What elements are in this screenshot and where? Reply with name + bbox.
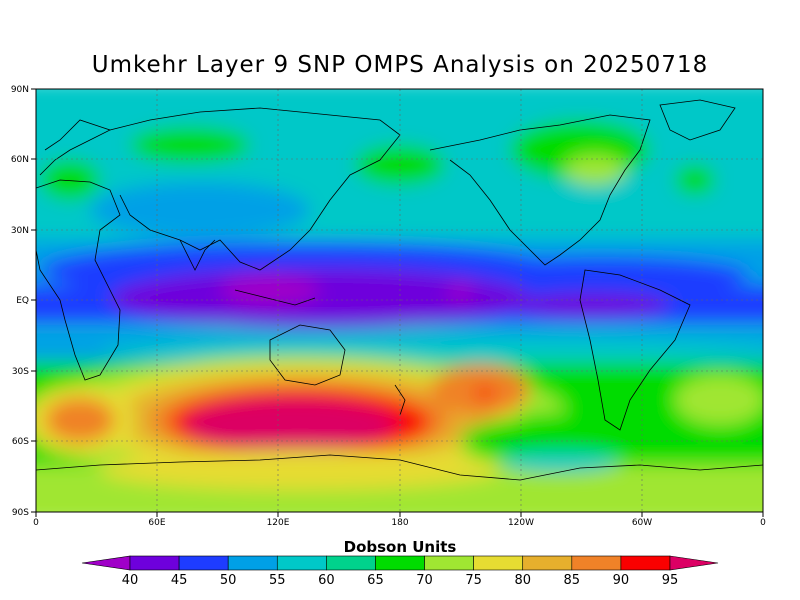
colorbar-label: 75	[465, 573, 482, 588]
x-tick-0: 0	[33, 518, 39, 528]
tick-marks	[31, 88, 764, 517]
colorbar-label: 80	[514, 573, 531, 588]
y-tick-90s: 90S	[12, 508, 29, 518]
x-tick-120w: 120W	[508, 518, 534, 528]
coastlines	[36, 99, 763, 481]
y-tick-90n: 90N	[11, 85, 29, 95]
colorbar-swatch	[227, 555, 278, 571]
x-tick-60w: 60W	[632, 518, 652, 528]
ozone-field	[36, 89, 763, 512]
y-tick-30n: 30N	[11, 226, 29, 236]
colorbar-swatch	[473, 555, 524, 571]
colorbar-swatch	[326, 555, 376, 571]
colorbar-label: 70	[416, 573, 433, 588]
colorbar-label: 40	[122, 573, 139, 588]
x-tick-180: 180	[391, 518, 408, 528]
y-tick-eq: EQ	[16, 296, 29, 306]
colorbar-swatch	[424, 555, 474, 571]
colorbar-swatch	[178, 555, 229, 571]
y-tick-60s: 60S	[12, 437, 29, 447]
colorbar-swatch	[276, 555, 327, 571]
grid-lines	[36, 89, 763, 512]
colorbar-swatch	[571, 555, 622, 571]
colorbar-label: 95	[662, 573, 679, 588]
y-tick-60n: 60N	[11, 155, 29, 165]
colorbar-label: 55	[269, 573, 286, 588]
colorbar-label: 90	[613, 573, 630, 588]
colorbar-title: Dobson Units	[344, 538, 457, 556]
x-tick-120e: 120E	[267, 518, 290, 528]
colorbar-label: 65	[367, 573, 384, 588]
x-tick-60e: 60E	[148, 518, 165, 528]
colorbar-label: 50	[220, 573, 237, 588]
colorbar-swatch	[129, 555, 180, 571]
colorbar-swatch	[375, 555, 425, 571]
colorbar-label: 85	[564, 573, 581, 588]
y-tick-30s: 30S	[12, 367, 29, 377]
colorbar-swatch-high	[669, 555, 719, 571]
chart-title: Umkehr Layer 9 SNP OMPS Analysis on 2025…	[91, 52, 709, 78]
colorbar: 40 45 50 55 60 65 70 75 80 85 90 95	[81, 555, 719, 588]
x-tick-0-end: 0	[760, 518, 766, 528]
colorbar-swatch-low	[81, 555, 131, 571]
colorbar-label: 60	[318, 573, 335, 588]
colorbar-swatch	[522, 555, 573, 571]
colorbar-swatch	[620, 555, 671, 571]
colorbar-label: 45	[171, 573, 188, 588]
